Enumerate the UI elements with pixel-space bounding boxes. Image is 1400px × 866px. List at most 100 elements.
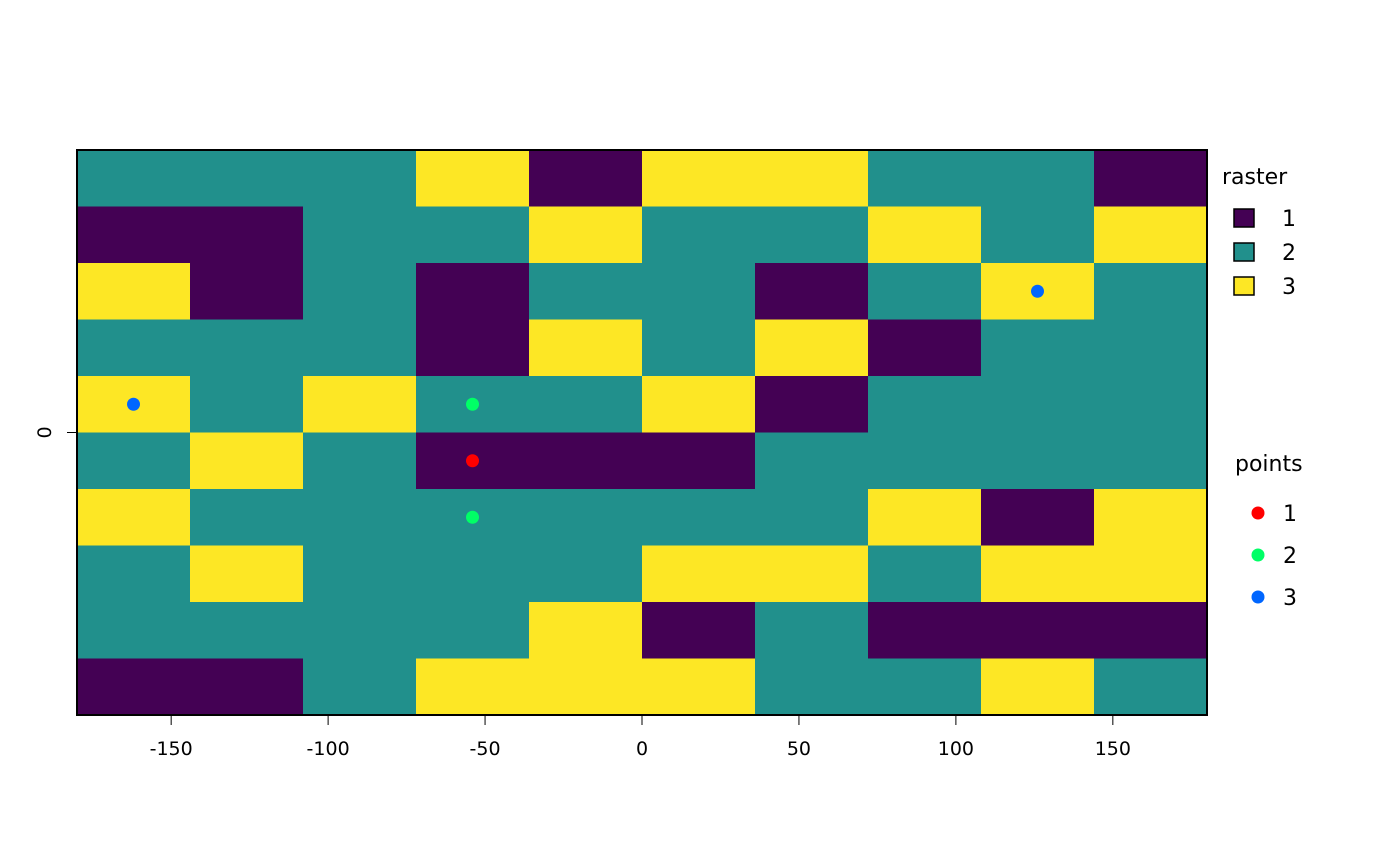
raster-cell [642,489,756,546]
raster-cell [77,602,191,659]
legend-title: raster [1222,165,1288,190]
y-tick-label: 0 [34,426,56,438]
legend-label: 2 [1282,241,1296,266]
raster-cell [77,545,191,603]
raster-cell [981,432,1095,490]
raster-cell [981,545,1095,603]
raster-cell [190,150,304,207]
legend-swatch [1233,242,1255,262]
x-tick-label: 0 [636,738,648,760]
raster-cell [868,206,982,264]
raster-cell [1094,602,1208,659]
raster-cell [981,376,1095,433]
raster-cell [529,319,643,377]
data-point [1031,284,1044,298]
raster-cell [868,376,982,433]
raster-cell [77,206,191,264]
raster-cell [190,263,304,320]
raster-cells [77,150,1208,716]
raster-cell [303,489,417,546]
raster-cell [303,602,417,659]
raster-cell [642,545,756,603]
y-axis: 0 [34,426,77,439]
legend-title: points [1235,452,1303,477]
raster-cell [190,489,304,546]
raster-cell [416,545,530,603]
data-point [466,397,479,411]
raster-cell [529,376,643,433]
raster-cell [77,150,191,207]
raster-cell [1094,658,1208,716]
x-tick-label: 50 [787,738,811,760]
legend-label: 2 [1283,544,1297,569]
raster-cell [981,206,1095,264]
raster-cell [190,545,304,603]
raster-cell [642,432,756,490]
raster-cell [190,376,304,433]
raster-cell [416,150,530,207]
raster-cell [303,319,417,377]
raster-cell [1094,545,1208,603]
raster-cell [642,602,756,659]
x-tick-label: 100 [938,738,974,760]
raster-cell [303,658,417,716]
raster-cell [755,658,869,716]
data-point [466,454,479,468]
raster-cell [1094,150,1208,207]
raster-cell [416,206,530,264]
raster-cell [529,489,643,546]
raster-cell [77,263,191,320]
legend-label: 3 [1283,586,1297,611]
raster-cell [529,150,643,207]
x-tick-label: -50 [470,738,501,760]
raster-cell [981,658,1095,716]
raster-cell [529,206,643,264]
raster-cell [529,263,643,320]
legend-marker [1251,590,1265,604]
raster-cell [868,150,982,207]
raster-cell [77,489,191,546]
data-point [127,397,140,411]
raster-cell [755,206,869,264]
raster-cell [868,432,982,490]
raster-cell [303,376,417,433]
raster-cell [642,658,756,716]
points-layer [127,284,1044,524]
raster-cell [642,150,756,207]
legend-swatch [1233,276,1255,296]
raster-cell [755,432,869,490]
legend-label: 3 [1282,275,1296,300]
raster-cell [190,432,304,490]
raster-cell [529,545,643,603]
raster-cell [303,206,417,264]
raster-cell [755,545,869,603]
raster-cell [77,432,191,490]
raster-cell [755,319,869,377]
raster-cell [1094,319,1208,377]
raster-cell [755,489,869,546]
raster-cell [190,206,304,264]
raster-cell [981,489,1095,546]
raster-cell [981,602,1095,659]
raster-cell [303,432,417,490]
raster-cell [416,602,530,659]
raster-cell [190,658,304,716]
x-tick-label: 150 [1095,738,1131,760]
raster-cell [868,658,982,716]
raster-cell [868,319,982,377]
raster-cell [416,658,530,716]
raster-cell [981,150,1095,207]
raster-cell [303,263,417,320]
raster-cell [303,150,417,207]
raster-cell [642,319,756,377]
raster-cell [416,319,530,377]
raster-cell [755,263,869,320]
x-tick-label: -100 [307,738,350,760]
data-point [466,510,479,524]
legend-marker [1251,548,1265,562]
raster-cell [868,263,982,320]
raster-cell [755,150,869,207]
raster-cell [529,658,643,716]
x-axis: -150 -100 -50 0 50 100 150 [150,715,1131,760]
